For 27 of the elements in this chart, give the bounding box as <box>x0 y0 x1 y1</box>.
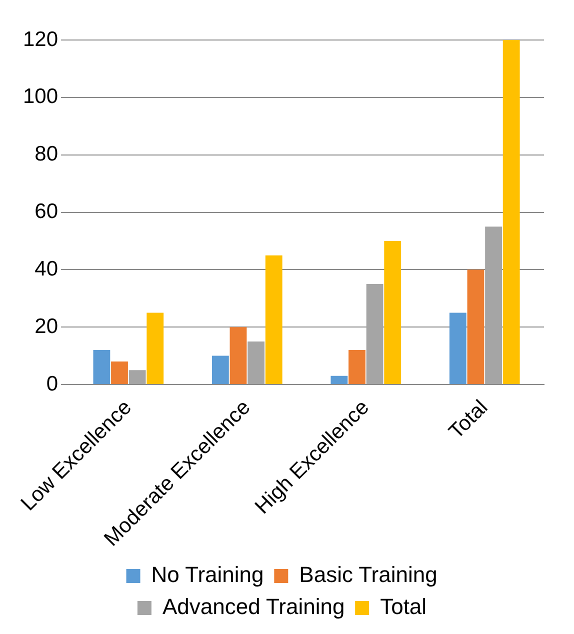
legend-label: Advanced Training <box>162 594 345 620</box>
bar <box>449 312 466 384</box>
bar <box>366 284 384 384</box>
bar <box>146 312 164 384</box>
y-tick-label: 80 <box>34 142 58 166</box>
bar <box>212 356 229 384</box>
bar <box>93 350 110 384</box>
bar <box>502 40 520 384</box>
bar <box>467 270 484 384</box>
y-tick-label: 100 <box>22 85 58 108</box>
bar <box>348 350 366 384</box>
bar <box>265 255 282 384</box>
bar <box>230 327 247 384</box>
legend-label: Total <box>380 594 427 620</box>
y-tick-label: 120 <box>22 28 58 51</box>
legend-label: No Training <box>151 562 264 588</box>
bar <box>384 240 402 384</box>
bar <box>330 376 348 384</box>
y-tick-label: 0 <box>46 372 58 396</box>
legend-label: Basic Training <box>299 562 438 588</box>
y-tick-label: 20 <box>34 314 58 338</box>
y-tick-label: 40 <box>34 257 58 280</box>
bar <box>485 226 502 384</box>
y-tick-label: 60 <box>34 200 58 224</box>
bar <box>248 341 265 384</box>
bar <box>128 370 146 384</box>
bar <box>111 362 128 384</box>
